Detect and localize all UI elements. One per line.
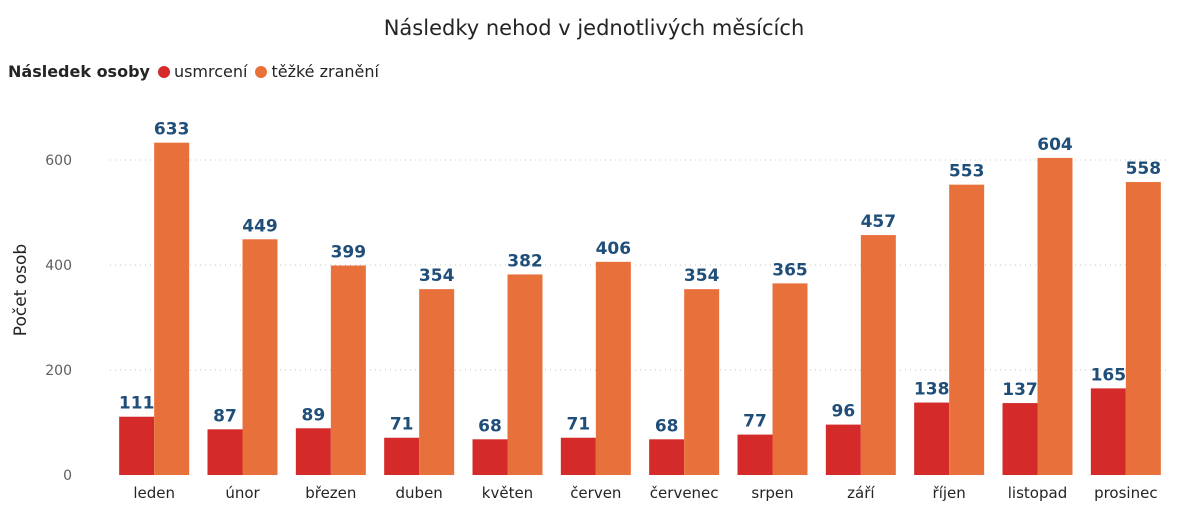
x-category-label: prosinec: [1094, 484, 1158, 502]
y-tick-label: 600: [45, 153, 72, 169]
chart-title: Následky nehod v jednotlivých měsících: [383, 16, 805, 40]
x-category-label: únor: [225, 484, 260, 502]
x-category-label: říjen: [933, 484, 966, 502]
legend-label-tezke-zraneni: těžké zranění: [271, 62, 379, 81]
data-label: 604: [1037, 135, 1073, 155]
data-label: 365: [772, 260, 808, 280]
data-label: 68: [478, 416, 502, 436]
x-category-label: srpen: [751, 484, 793, 502]
x-category-label: červen: [570, 484, 621, 502]
data-label: 553: [949, 162, 985, 182]
legend-label-usmrceni: usmrcení: [173, 62, 248, 81]
legend: Následek osoby usmrcení těžké zranění: [8, 62, 387, 81]
bar-usmrceni-srpen[interactable]: [737, 434, 773, 475]
bar-tezke-zraneni-srpen[interactable]: [772, 283, 808, 475]
legend-item-tezke-zraneni[interactable]: těžké zranění: [255, 62, 379, 81]
data-label: 457: [861, 212, 897, 232]
data-label: 87: [213, 406, 237, 426]
bar-usmrceni-červenec[interactable]: [649, 439, 685, 475]
bars: [119, 142, 1161, 476]
bar-usmrceni-červen[interactable]: [560, 437, 596, 475]
bar-tezke-zraneni-březen[interactable]: [330, 265, 366, 475]
bar-usmrceni-duben[interactable]: [384, 437, 420, 475]
bar-usmrceni-únor[interactable]: [207, 429, 243, 475]
x-axis-categories: leden únor březen duben květen červen červenec…: [133, 484, 1157, 502]
data-label: 449: [242, 216, 278, 236]
bar-usmrceni-listopad[interactable]: [1002, 403, 1038, 475]
bar-tezke-zraneni-únor[interactable]: [242, 239, 278, 475]
data-label: 111: [119, 394, 155, 414]
x-category-label: září: [847, 484, 875, 502]
data-label: 354: [684, 266, 720, 286]
data-label: 138: [914, 380, 950, 400]
data-label: 71: [566, 415, 590, 435]
bar-tezke-zraneni-červen[interactable]: [595, 261, 631, 475]
y-axis-ticks: 0 200 400 600: [45, 153, 72, 484]
data-label: 71: [390, 415, 414, 435]
data-label: 399: [331, 243, 367, 263]
bar-usmrceni-prosinec[interactable]: [1090, 388, 1126, 475]
data-label: 89: [301, 405, 325, 425]
legend-dot-usmrceni-icon: [157, 65, 170, 78]
x-category-label: leden: [133, 484, 175, 502]
data-label: 68: [655, 416, 679, 436]
y-tick-label: 0: [63, 468, 72, 484]
bar-tezke-zraneni-prosinec[interactable]: [1125, 182, 1161, 476]
data-labels: 111 633 87 449 89 399 71 354 68 382 71 406 68 354 77 36…: [119, 120, 1161, 437]
bar-usmrceni-září[interactable]: [825, 424, 861, 475]
bar-usmrceni-květen[interactable]: [472, 439, 508, 475]
bar-tezke-zraneni-červenec[interactable]: [684, 289, 720, 475]
gridlines: [110, 159, 1170, 371]
data-label: 96: [831, 402, 855, 422]
bar-usmrceni-březen[interactable]: [295, 428, 331, 475]
y-tick-label: 200: [45, 363, 72, 379]
x-category-label: květen: [482, 484, 533, 502]
data-label: 77: [743, 412, 767, 432]
legend-dot-tezke-zraneni-icon: [255, 65, 268, 78]
x-category-label: březen: [305, 484, 356, 502]
data-label: 633: [154, 120, 190, 140]
data-label: 558: [1126, 159, 1162, 179]
data-label: 354: [419, 266, 455, 286]
legend-item-usmrceni[interactable]: usmrcení: [157, 62, 248, 81]
bar-tezke-zraneni-leden[interactable]: [154, 142, 190, 476]
legend-title: Následek osoby: [8, 62, 150, 81]
y-axis-label: Počet osob: [11, 244, 31, 336]
x-category-label: listopad: [1008, 484, 1067, 502]
data-label: 382: [507, 251, 543, 271]
bar-tezke-zraneni-listopad[interactable]: [1037, 157, 1073, 475]
data-label: 137: [1002, 380, 1038, 400]
data-label: 406: [596, 239, 632, 259]
bar-usmrceni-říjen[interactable]: [914, 402, 950, 475]
y-tick-label: 400: [45, 258, 72, 274]
data-label: 165: [1091, 365, 1127, 385]
x-category-label: duben: [396, 484, 443, 502]
bar-tezke-zraneni-duben[interactable]: [419, 289, 455, 475]
bar-usmrceni-leden[interactable]: [119, 416, 155, 475]
bar-tezke-zraneni-říjen[interactable]: [949, 184, 985, 476]
bar-tezke-zraneni-květen[interactable]: [507, 274, 543, 475]
x-category-label: červenec: [650, 484, 719, 502]
bar-tezke-zraneni-září[interactable]: [860, 235, 896, 475]
